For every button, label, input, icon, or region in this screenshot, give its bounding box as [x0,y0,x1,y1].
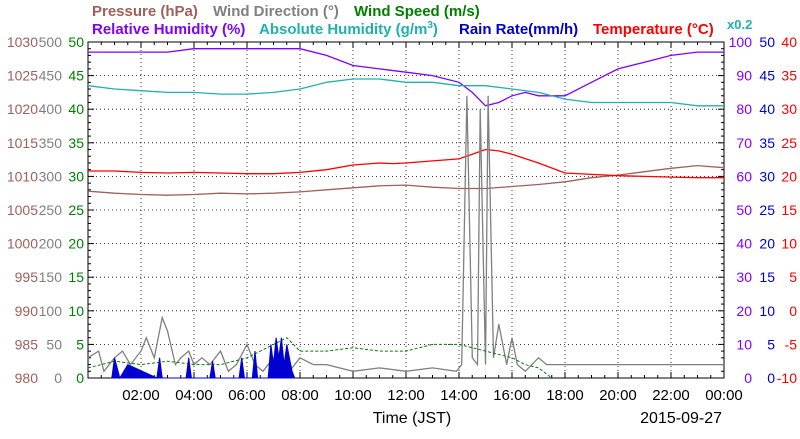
humidity-tick-label: 60 [736,168,752,184]
wind-speed-tick-label: 0 [76,370,84,386]
wind-direction-tick-label: 350 [39,135,63,151]
chart-date: 2015-09-27 [640,410,722,427]
rain-rate-tick-label: 5 [767,336,775,352]
wind-direction-tick-label: 100 [39,303,63,319]
rain-rate-tick-label: 10 [759,303,775,319]
wind-direction-series [87,95,724,373]
x-tick-label: 02:00 [122,387,160,404]
rain-rate-tick-label: 35 [759,135,775,151]
x-tick-label: 04:00 [175,387,213,404]
pressure-tick-label: 980 [15,370,39,386]
wind-speed-tick-label: 30 [68,168,84,184]
wind-direction-tick-label: 450 [39,68,63,84]
rain-rate-tick-label: 40 [759,101,775,117]
pressure-tick-label: 1010 [7,168,38,184]
rain-rate-tick-label: 30 [759,168,775,184]
absolute-humidity-g-m-series [87,78,724,107]
wind-speed-tick-label: 25 [68,202,84,218]
temperature-tick-label: 35 [781,68,797,84]
legend-wind-speed: Wind Speed (m/s) [354,3,480,20]
pressure-tick-label: 995 [15,269,39,285]
humidity-tick-label: 40 [736,236,752,252]
legend-temperature: Temperature (°C) [593,21,714,38]
wind-direction-tick-label: 250 [39,202,63,218]
rain-rate-tick-label: 20 [759,236,775,252]
pressure-tick-label: 1020 [7,101,38,117]
temperature-tick-label: -10 [777,370,797,386]
humidity-tick-label: 20 [736,303,752,319]
wind-direction-tick-label: 500 [39,34,63,50]
humidity-tick-label: 50 [736,202,752,218]
wind-speed-tick-label: 5 [76,336,84,352]
wind-speed-tick-label: 10 [68,303,84,319]
legend-scale-note: x0.2 [727,17,752,32]
rain-rate-mm-h-series [111,337,296,380]
series-layer [87,48,725,380]
rain-rate-tick-label: 50 [759,34,775,50]
temperature-tick-label: -5 [785,336,798,352]
wind-speed-tick-label: 50 [68,34,84,50]
wind-direction-tick-label: 300 [39,168,63,184]
x-tick-label: 16:00 [493,387,531,404]
x-tick-label: 22:00 [652,387,690,404]
pressure-tick-label: 1025 [7,68,38,84]
legend-pressure: Pressure (hPa) [92,3,198,20]
pressure-tick-label: 1000 [7,236,38,252]
humidity-tick-label: 10 [736,336,752,352]
pressure-tick-label: 1030 [7,34,38,50]
rain-rate-tick-label: 0 [767,370,775,386]
x-tick-label: 08:00 [281,387,319,404]
wind-speed-tick-label: 20 [68,236,84,252]
temperature-tick-label: 5 [789,269,797,285]
axis-labels: 02:00 04:00 06:00 08:00 10:00 12:00 14:00 16:00… [7,34,797,404]
rain-rate-tick-label: 25 [759,202,775,218]
temperature-tick-label: 25 [781,135,797,151]
temperature-tick-label: 30 [781,101,797,117]
legend-absolute-humidity: Absolute Humidity (g/m3) [259,20,438,38]
temperature-tick-label: 40 [781,34,797,50]
humidity-tick-label: 90 [736,68,752,84]
x-tick-label: 14:00 [440,387,478,404]
wind-speed-tick-label: 15 [68,269,84,285]
humidity-tick-label: 70 [736,135,752,151]
legend-relative-humidity: Relative Humidity (%) [92,21,245,38]
humidity-tick-label: 30 [736,269,752,285]
wind-direction-tick-label: 150 [39,269,63,285]
x-tick-label: 20:00 [599,387,637,404]
pressure-tick-label: 1015 [7,135,38,151]
pressure-tick-label: 990 [15,303,39,319]
temperature-tick-label: 0 [789,303,797,319]
x-tick-label: 10:00 [334,387,372,404]
legend-rain-rate: Rain Rate(mm/h) [459,21,578,38]
wind-speed-tick-label: 35 [68,135,84,151]
temperature-tick-label: 10 [781,236,797,252]
wind-speed-tick-label: 40 [68,101,84,117]
relative-humidity-series [88,48,724,107]
temperature-c-series [88,148,724,179]
humidity-tick-label: 80 [736,101,752,117]
wind-direction-tick-label: 0 [54,370,62,386]
wind-direction-tick-label: 400 [39,101,63,117]
temperature-tick-label: 15 [781,202,797,218]
x-tick-label: 12:00 [387,387,425,404]
x-tick-label: 18:00 [546,387,584,404]
pressure-tick-label: 985 [15,336,39,352]
wind-speed-tick-label: 45 [68,68,84,84]
wind-direction-tick-label: 50 [46,336,62,352]
x-tick-label: 00:00 [705,387,743,404]
legend-wind-direction: Wind Direction (°) [213,3,339,20]
temperature-tick-label: 20 [781,168,797,184]
wind-direction-tick-label: 200 [39,236,63,252]
rain-rate-tick-label: 15 [759,269,775,285]
pressure-tick-label: 1005 [7,202,38,218]
x-axis-title: Time (JST) [373,410,452,427]
rain-rate-tick-label: 45 [759,68,775,84]
humidity-tick-label: 100 [729,34,753,50]
wind-speed-m-s-series [87,337,553,379]
humidity-tick-label: 0 [744,370,752,386]
x-tick-label: 06:00 [228,387,266,404]
